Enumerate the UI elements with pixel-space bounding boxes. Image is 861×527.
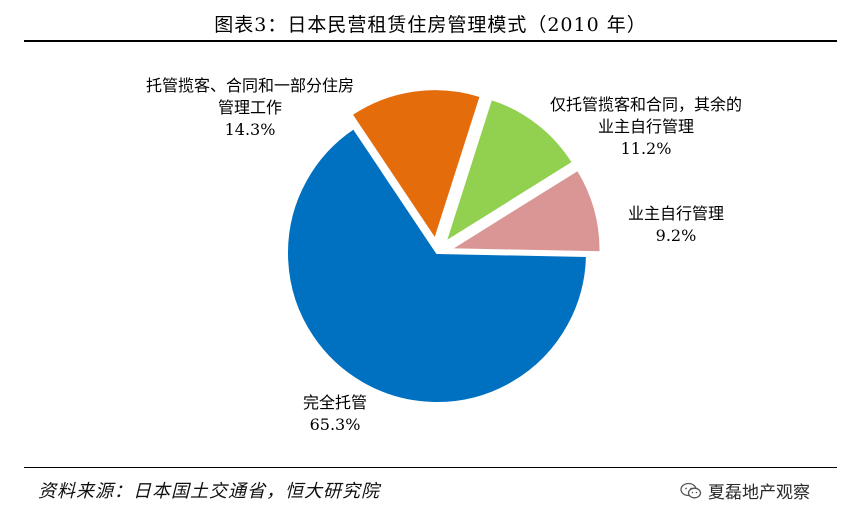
pie-slice-self [447, 168, 602, 254]
source-note: 资料来源：日本国土交通省，恒大研究院 [38, 481, 380, 502]
label-tenant: 仅托管揽客和合同，其余的 业主自行管理 11.2% [550, 94, 742, 160]
label-agency-value: 14.3% [224, 120, 276, 139]
label-tenant-value: 11.2% [620, 139, 672, 158]
label-self-value: 9.2% [655, 226, 697, 245]
pie-slice-agency [350, 88, 482, 242]
label-agency-line1: 托管揽客、合同和一部分住房 [145, 76, 355, 95]
label-self-line1: 业主自行管理 [627, 204, 725, 223]
chart-title: 图表3：日本民营租赁住房管理模式（2010 年） [214, 14, 647, 36]
brand-name: 夏磊地产观察 [708, 483, 810, 503]
brand-watermark: 夏磊地产观察 [680, 478, 810, 503]
label-self: 业主自行管理 9.2% [628, 203, 724, 247]
label-full-line1: 完全托管 [302, 393, 368, 412]
pie-chart [286, 88, 602, 404]
footer-divider [24, 467, 837, 468]
label-tenant-line2: 业主自行管理 [597, 117, 695, 136]
pie-slice-full [286, 126, 588, 404]
label-agency-line2: 管理工作 [217, 98, 283, 117]
label-full-value: 65.3% [309, 415, 361, 434]
label-full: 完全托管 65.3% [303, 392, 367, 436]
title-divider [24, 40, 837, 42]
label-agency: 托管揽客、合同和一部分住房 管理工作 14.3% [146, 75, 354, 141]
wechat-icon [680, 482, 702, 500]
label-tenant-line1: 仅托管揽客和合同，其余的 [549, 95, 743, 114]
pie-slice-tenant [443, 97, 575, 245]
